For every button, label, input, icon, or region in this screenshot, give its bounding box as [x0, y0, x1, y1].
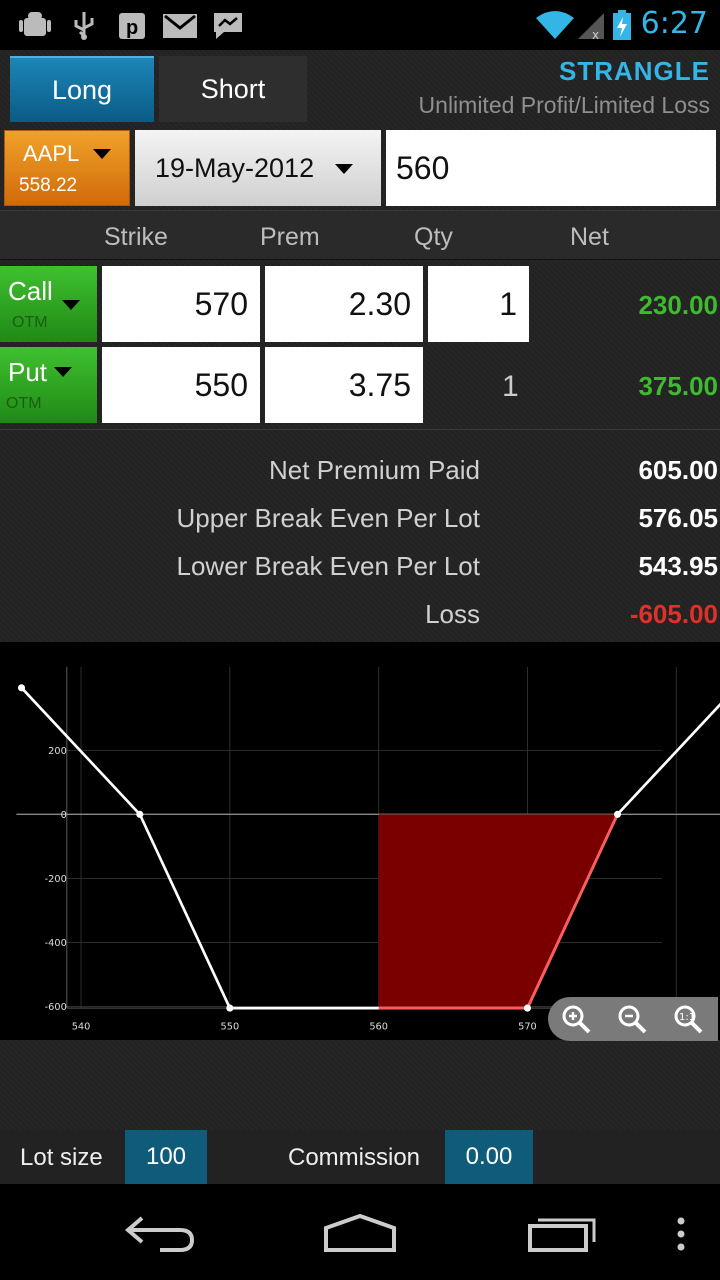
usb-icon	[74, 12, 94, 40]
call-strike-input[interactable]: 570	[102, 266, 260, 342]
loss-region	[378, 814, 618, 1009]
commission-label: Commission	[288, 1144, 421, 1171]
chevron-down-icon	[335, 164, 353, 174]
x-tick-label: 550	[221, 1021, 240, 1032]
strategy-description: Unlimited Profit/Limited Loss	[418, 92, 710, 118]
zoom-out-icon[interactable]	[616, 1003, 648, 1035]
upper-break-even-value: 576.05	[638, 503, 718, 533]
overflow-menu-icon[interactable]	[674, 1216, 688, 1252]
put-qty-value: 1	[502, 370, 519, 403]
upper-break-even-label: Upper Break Even Per Lot	[176, 503, 481, 533]
y-tick-label: -600	[45, 1002, 67, 1013]
recent-apps-icon[interactable]	[526, 1214, 598, 1254]
payoff-line	[20, 686, 720, 1010]
tab-long[interactable]: Long	[10, 56, 154, 122]
payoff-chart-svg: 5405505605705802000-200-400-600	[16, 666, 720, 1032]
payoff-point	[136, 810, 144, 818]
column-qty: Qty	[414, 223, 453, 251]
lower-break-even-label: Lower Break Even Per Lot	[176, 551, 481, 581]
x-tick-label: 560	[369, 1021, 388, 1032]
payoff-chart[interactable]: 5405505605705802000-200-400-600	[0, 642, 720, 1040]
divider	[0, 429, 720, 430]
leg-type-call[interactable]: Call OTM	[0, 266, 97, 342]
put-premium-input[interactable]: 3.75	[265, 347, 423, 423]
payoff-point	[17, 684, 26, 692]
leg-type-put[interactable]: Put OTM	[0, 347, 97, 423]
payoff-point	[613, 810, 622, 818]
y-tick-label: 200	[48, 746, 67, 757]
commission-input[interactable]: 0.00	[445, 1130, 533, 1184]
leg-moneyness: OTM	[6, 395, 42, 412]
chevron-down-icon	[62, 300, 80, 310]
expiry-date-label: 19-May-2012	[155, 152, 315, 183]
symbol-price: 558.22	[19, 175, 78, 196]
battery-charging-icon	[613, 10, 631, 40]
net-premium-label: Net Premium Paid	[269, 455, 480, 485]
strategy-name: STRANGLE	[559, 56, 710, 86]
call-qty-input[interactable]: 1	[428, 266, 529, 342]
pushbullet-icon: p	[119, 13, 145, 39]
x-tick-label: 570	[518, 1021, 537, 1032]
net-premium-value: 605.00	[638, 455, 718, 485]
loss-value: -605.00	[629, 599, 718, 629]
y-tick-label: -400	[45, 938, 67, 949]
footer-bar: Lot size 100 Commission 0.00	[0, 1130, 720, 1184]
column-strike: Strike	[104, 223, 168, 251]
leg-moneyness: OTM	[12, 314, 48, 331]
put-strike-input[interactable]: 550	[102, 347, 260, 423]
lot-size-label: Lot size	[20, 1144, 103, 1171]
symbol-selector[interactable]: AAPL 558.22	[4, 130, 130, 206]
chevron-down-icon	[54, 367, 72, 377]
expiry-date-selector[interactable]: 19-May-2012	[135, 130, 381, 206]
payoff-point	[226, 1004, 234, 1012]
column-header: Strike Prem Qty Net	[0, 210, 720, 260]
zoom-in-icon[interactable]	[560, 1003, 592, 1035]
android-debug-icon	[19, 12, 51, 36]
back-icon[interactable]	[120, 1212, 198, 1252]
tab-short[interactable]: Short	[159, 56, 307, 122]
loss-label: Loss	[425, 599, 480, 629]
x-tick-label: 540	[72, 1021, 91, 1032]
gmail-icon	[163, 14, 197, 38]
svg-text:1:1: 1:1	[679, 1012, 695, 1023]
column-prem: Prem	[260, 223, 320, 251]
home-icon[interactable]	[320, 1212, 400, 1254]
svg-text:x: x	[592, 28, 599, 40]
status-bar: p x 6:27	[0, 0, 720, 50]
chevron-down-icon	[93, 149, 111, 159]
call-premium-input[interactable]: 2.30	[265, 266, 423, 342]
symbol-ticker: AAPL	[23, 141, 80, 166]
zoom-controls: 1:1	[548, 997, 718, 1041]
column-net: Net	[570, 223, 609, 251]
signal-icon: x	[578, 13, 604, 40]
leg-type-label: Put	[8, 357, 48, 387]
y-tick-label: -200	[45, 874, 67, 885]
leg-type-label: Call	[8, 276, 53, 306]
call-net-value: 230.00	[638, 290, 718, 320]
messenger-icon	[214, 13, 242, 39]
wifi-icon	[536, 11, 574, 39]
lot-size-input[interactable]: 100	[125, 1130, 207, 1184]
clock: 6:27	[640, 6, 708, 41]
svg-text:p: p	[126, 17, 138, 39]
zoom-reset-icon[interactable]: 1:1	[672, 1003, 704, 1035]
lower-break-even-value: 543.95	[638, 551, 718, 581]
navigation-bar	[0, 1184, 720, 1280]
y-tick-label: 0	[61, 810, 67, 821]
payoff-point	[523, 1004, 532, 1012]
strategy-screen: Long Short STRANGLE Unlimited Profit/Lim…	[0, 50, 720, 1184]
put-net-value: 375.00	[638, 371, 718, 401]
underlying-price-input[interactable]: 560	[386, 130, 716, 206]
